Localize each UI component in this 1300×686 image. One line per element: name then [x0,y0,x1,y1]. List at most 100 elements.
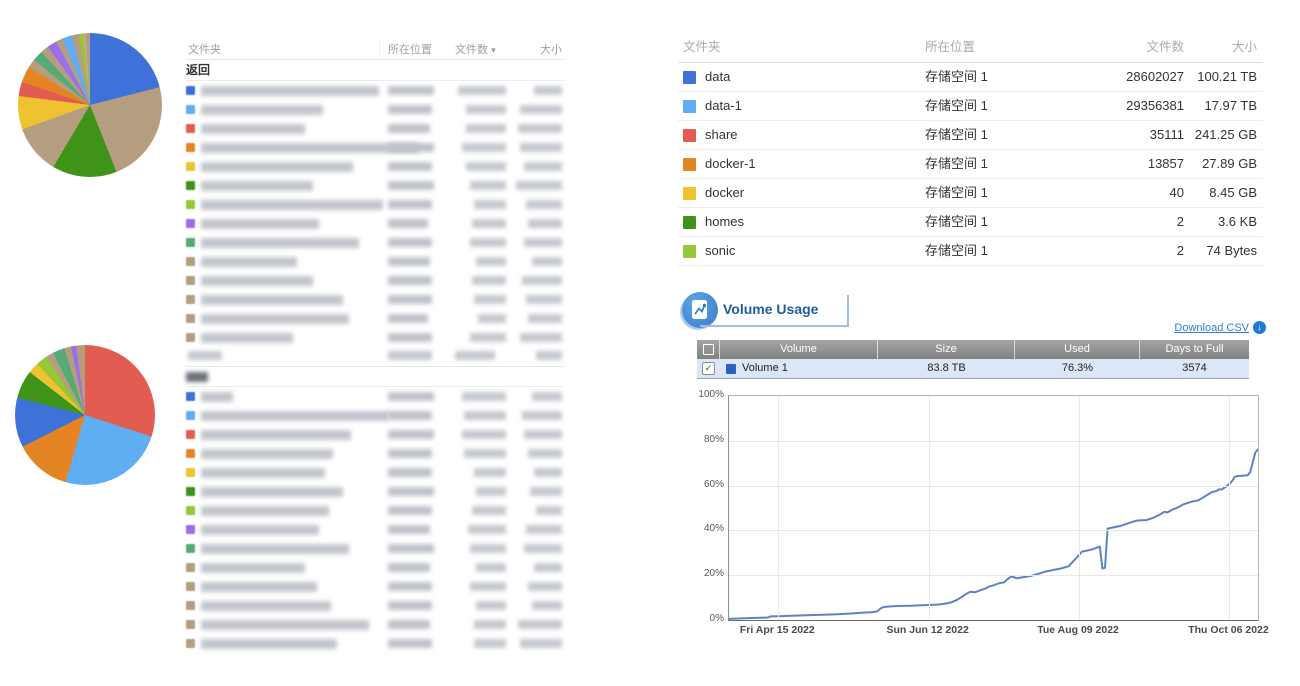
v-gridline [928,396,930,620]
x-axis-tick-label: Fri Apr 15 2022 [739,624,815,636]
col-count-label: 文件数 [455,44,488,56]
redacted-size [520,105,562,114]
redacted-location [388,333,432,342]
folder-row[interactable]: docker-1 存储空间 1 13857 27.89 GB [678,150,1263,179]
redacted-folder-name [201,181,313,191]
analyzer-row[interactable] [186,634,564,653]
col-location[interactable]: 所在位置 [925,40,976,54]
analyzer-row[interactable] [186,100,564,119]
select-all-cell[interactable] [697,340,720,359]
shared-folder-table-header: 文件夹 所在位置 文件数 大小 [678,32,1263,63]
col-size[interactable]: 大小 [540,44,562,56]
download-icon[interactable]: ↓ [1253,321,1266,334]
folder-color-chip [186,276,195,285]
redacted-folder-name [201,620,369,630]
analyzer-row[interactable] [186,577,564,596]
analyzer-row[interactable] [186,119,564,138]
back-link-redacted[interactable] [186,367,564,387]
analyzer-row[interactable] [186,214,564,233]
folder-color-chip [186,162,195,171]
col-location[interactable]: 所在位置 [379,41,432,57]
volume-checkbox[interactable]: ✓ [702,362,715,375]
folder-row[interactable]: data 存储空间 1 28602027 100.21 TB [678,63,1263,92]
analyzer-row[interactable] [186,425,564,444]
folder-row[interactable]: homes 存储空间 1 2 3.6 KB [678,208,1263,237]
folder-color-chip [186,582,195,591]
col-count[interactable]: 文件数 [1146,40,1184,54]
analyzer-row[interactable] [186,520,564,539]
folder-location: 存储空间 1 [925,69,988,84]
analyzer-row[interactable] [186,233,564,252]
analyzer-row[interactable] [186,539,564,558]
col-folder[interactable]: 文件夹 [188,44,221,56]
redacted-size [526,295,562,304]
analyzer-row[interactable] [186,328,564,347]
analyzer-table-bottom-body [186,387,564,653]
folder-size-pie-top[interactable] [18,33,162,177]
folder-size-pie-bottom[interactable] [15,345,155,485]
redacted-count [476,601,506,610]
analyzer-row[interactable] [186,309,564,328]
analyzer-row[interactable] [186,444,564,463]
redacted-col-location [388,351,432,360]
analyzer-row[interactable] [186,558,564,577]
folder-color-chip [683,215,696,229]
redacted-size [524,430,562,439]
analyzer-row[interactable] [186,81,564,100]
back-link[interactable]: 返回 [186,60,564,81]
analyzer-row[interactable] [186,406,564,425]
redacted-location [388,525,430,534]
redacted-location [388,181,434,190]
analyzer-row[interactable] [186,482,564,501]
analyzer-row[interactable] [186,157,564,176]
y-axis-tick-label: 40% [703,523,724,535]
redacted-size [534,468,562,477]
redacted-folder-name [201,639,337,649]
analyzer-row[interactable] [186,387,564,406]
analyzer-row[interactable] [186,195,564,214]
analyzer-row[interactable] [186,463,564,482]
volume-table-header: Volume Size Used Days to Full [697,340,1249,359]
redacted-size [522,276,562,285]
analyzer-row[interactable] [186,290,564,309]
analyzer-row[interactable] [186,176,564,195]
redacted-count [474,620,506,629]
select-all-checkbox[interactable] [702,344,714,355]
redacted-count [474,468,506,477]
redacted-location [388,124,430,133]
redacted-count [472,219,506,228]
col-folder[interactable]: 文件夹 [683,40,721,54]
redacted-size [528,219,562,228]
redacted-size [526,525,562,534]
folder-size: 8.45 GB [1209,185,1257,200]
redacted-folder-name [201,544,349,554]
folder-row[interactable]: docker 存储空间 1 40 8.45 GB [678,179,1263,208]
redacted-location [388,430,434,439]
folder-row[interactable]: share 存储空间 1 35111 241.25 GB [678,121,1263,150]
folder-size: 3.6 KB [1217,214,1257,229]
folder-row[interactable]: sonic 存储空间 1 2 74 Bytes [678,237,1263,266]
col-count[interactable]: 文件数 ▾ [455,41,496,57]
folder-location: 存储空间 1 [925,156,988,171]
analyzer-row[interactable] [186,271,564,290]
redacted-location [388,620,430,629]
download-csv-link[interactable]: Download CSV [1174,322,1249,334]
folder-row[interactable]: data-1 存储空间 1 29356381 17.97 TB [678,92,1263,121]
col-size[interactable]: 大小 [1231,40,1257,54]
folder-location: 存储空间 1 [925,214,988,229]
analyzer-row[interactable] [186,138,564,157]
redacted-count [466,162,506,171]
redacted-folder-name [201,449,333,459]
analyzer-row[interactable] [186,252,564,271]
analyzer-row[interactable] [186,501,564,520]
redacted-size [532,257,562,266]
redacted-location [388,86,434,95]
redacted-count [476,257,506,266]
redacted-size [520,333,562,342]
volume-row[interactable]: ✓ Volume 1 83.8 TB 76.3% 3574 [697,359,1249,379]
analyzer-row[interactable] [186,596,564,615]
analyzer-row[interactable] [186,615,564,634]
h-gridline [729,575,1258,577]
redacted-count [470,582,506,591]
redacted-size [524,238,562,247]
